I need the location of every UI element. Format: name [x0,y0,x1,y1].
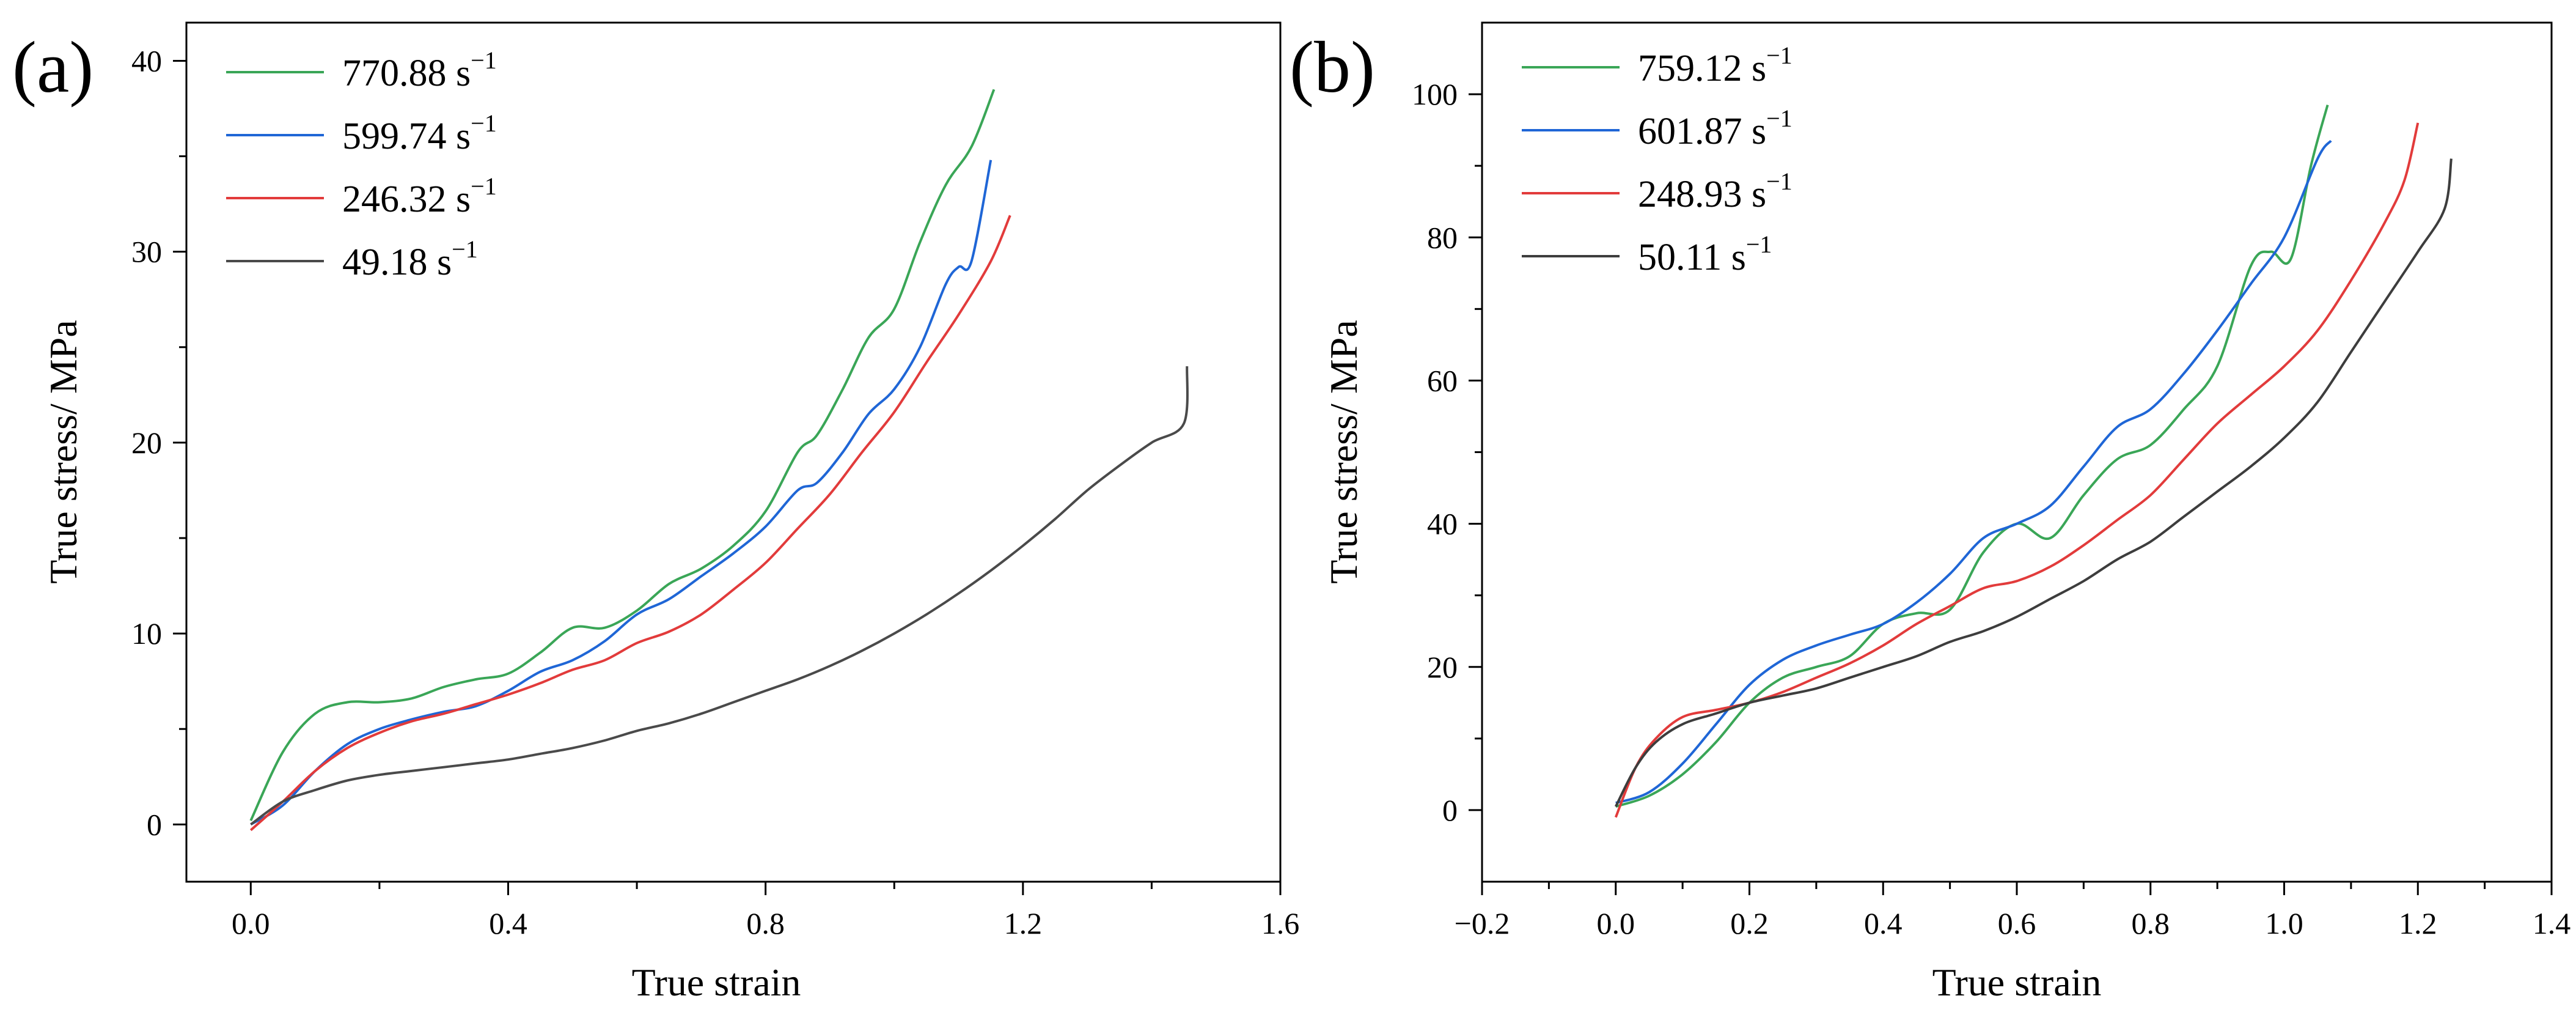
x-tick-label-b: 0.8 [2132,906,2170,940]
legend-value: 770.88 [342,53,456,94]
legend-label: 246.32 s−1 [342,172,497,220]
legend-unit-exponent: −1 [471,109,497,137]
y-tick-label-a: 30 [131,235,162,269]
series-layer-a [249,89,1189,832]
legend-value: 49.18 [342,242,437,283]
legend-unit: s [456,179,471,220]
legend-unit: s [1752,48,1766,89]
y-tick-label-a: 20 [131,426,162,460]
panel-b: (b) True strain True stress/ MPa −0.2 0.0… [1290,21,2570,1004]
x-tick-label-b: 0.0 [1597,906,1635,940]
x-tick-label-a: 0.8 [746,906,785,940]
x-tick-label-a: 1.2 [1004,906,1043,940]
x-tick-label-b: −0.2 [1455,906,1510,940]
legend-unit-exponent: −1 [1746,231,1772,258]
y-tick-label-b: 20 [1427,650,1458,684]
legend-unit-exponent: −1 [452,235,478,263]
legend-label: 759.12 s−1 [1638,42,1793,89]
ticks-b: −0.2 0.0 0.2 0.4 0.6 0.8 1.0 1.2 1.4 0 20 40 60 80 100 [1412,77,2570,940]
legend-label: 49.18 s−1 [342,235,478,283]
legend-value: 759.12 [1638,48,1752,89]
legend-unit-exponent: −1 [1766,105,1793,132]
y-axis-title-b: True stress/ MPa [1322,320,1365,583]
legend-unit-exponent: −1 [1766,42,1793,69]
ticks-a: 0.0 0.4 0.8 1.2 1.6 0 10 20 30 40 [131,43,1299,940]
legend-label: 248.93 s−1 [1638,168,1793,215]
legend-unit: s [1752,111,1766,152]
y-tick-label-b: 40 [1427,507,1458,541]
legend-unit: s [456,53,471,94]
panel-label-b: (b) [1290,26,1375,108]
legend-value: 246.32 [342,179,456,220]
y-tick-label-a: 10 [131,616,162,651]
series-line-49_18 [250,366,1189,825]
legend-unit-exponent: −1 [471,172,497,200]
x-axis-title-b: True strain [1932,961,2102,1004]
x-tick-label-a: 0.4 [489,906,527,940]
legend-label: 50.11 s−1 [1638,231,1772,278]
legend-label: 601.87 s−1 [1638,105,1793,152]
series-line-599_74 [250,160,993,826]
x-tick-label-a: 0.0 [232,906,270,940]
panel-label-a: (a) [12,26,94,108]
legend-unit: s [1752,174,1766,215]
series-line-770_88 [249,89,996,821]
legend-unit-exponent: −1 [471,46,497,74]
legend-value: 601.87 [1638,111,1752,152]
plot-frame-a [185,21,1282,883]
y-tick-label-a: 0 [147,807,162,841]
x-tick-label-b: 1.2 [2399,906,2437,940]
legend-value: 599.74 [342,116,456,157]
x-axis-title-a: True strain [632,961,801,1004]
series-line-50_11 [1615,158,2453,807]
panel-a: (a) True strain True stress/ MPa 0.0 0.4 0… [12,21,1299,1004]
series-line-246_32 [249,215,1011,832]
series-layer-b [1614,105,2453,818]
y-tick-label-b: 80 [1427,220,1458,254]
x-tick-label-b: 0.4 [1864,906,1903,940]
x-tick-label-b: 1.0 [2265,906,2303,940]
legend-label: 599.74 s−1 [342,109,497,157]
x-tick-label-b: 1.4 [2533,906,2571,940]
series-line-248_93 [1614,122,2420,818]
legend-unit-exponent: −1 [1766,168,1793,195]
series-line-601_87 [1615,139,2332,805]
legend-unit: s [456,116,471,157]
x-tick-label-a: 1.6 [1261,906,1300,940]
y-tick-label-b: 60 [1427,363,1458,397]
legend-value: 50.11 [1638,237,1731,278]
legend-unit: s [437,242,452,283]
y-tick-label-b: 100 [1412,77,1458,111]
legend-unit: s [1731,237,1746,278]
y-axis-title-a: True stress/ MPa [42,320,85,583]
x-tick-label-b: 0.6 [1998,906,2036,940]
legend-label: 770.88 s−1 [342,46,497,94]
y-tick-label-a: 40 [131,43,162,78]
legend-value: 248.93 [1638,174,1752,215]
y-tick-label-b: 0 [1442,793,1458,827]
x-tick-label-b: 0.2 [1730,906,1769,940]
